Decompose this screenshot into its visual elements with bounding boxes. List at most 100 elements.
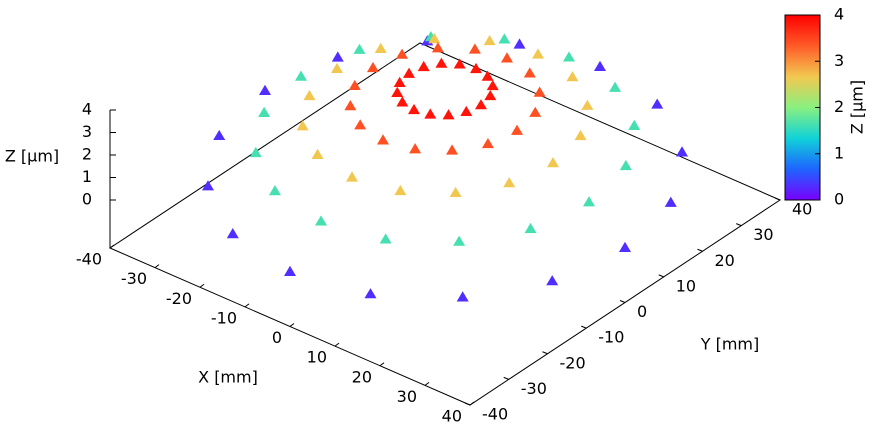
point: [547, 157, 559, 168]
point: [348, 79, 361, 91]
point: [258, 106, 271, 117]
y-tick: [619, 300, 626, 303]
point: [533, 86, 546, 97]
x-tick-label: 30: [397, 387, 417, 406]
point: [513, 38, 526, 49]
y-tick: [774, 197, 781, 201]
point: [498, 33, 511, 44]
colorbar-tick-label: 2: [834, 97, 844, 116]
point: [403, 67, 415, 78]
point: [453, 235, 466, 246]
y-tick-label: -10: [598, 328, 624, 347]
z-tick-label: 3: [82, 122, 92, 141]
point: [424, 108, 437, 119]
x-tick-label: -40: [76, 250, 102, 269]
point: [484, 89, 497, 101]
x-tick-label: 10: [307, 348, 327, 367]
y-tick: [658, 274, 664, 278]
point: [456, 291, 469, 302]
point: [201, 180, 214, 191]
y-tick-label: -40: [482, 405, 508, 424]
point: [574, 129, 587, 141]
y-axis-title: Y [mm]: [700, 335, 760, 354]
point: [503, 177, 516, 188]
point: [609, 81, 622, 92]
x-tick-label: -20: [166, 289, 192, 308]
point: [408, 103, 420, 115]
point: [226, 228, 239, 239]
point: [364, 288, 377, 299]
x-tick-label: 40: [442, 407, 462, 426]
base-frame: [108, 42, 782, 406]
point: [501, 52, 513, 63]
colorbar-tick-label: 0: [834, 190, 844, 209]
x-tick: [244, 303, 250, 308]
point: [511, 124, 523, 135]
y-tick-label: -30: [521, 379, 547, 398]
point: [481, 137, 494, 149]
y-tick-label: -20: [560, 353, 586, 372]
x-tick: [199, 283, 205, 288]
point: [468, 43, 481, 54]
point: [435, 57, 448, 68]
y-tick: [736, 223, 742, 227]
x-tick: [289, 323, 295, 327]
point: [353, 43, 366, 54]
y-tick-label: 20: [715, 251, 735, 270]
point: [391, 86, 404, 97]
point: [396, 48, 409, 59]
point: [296, 120, 309, 131]
point: [431, 42, 444, 53]
y-tick: [464, 402, 471, 406]
x-tick-label: -10: [211, 308, 237, 327]
point: [529, 106, 542, 117]
point: [428, 33, 441, 44]
point: [449, 186, 462, 198]
point: [470, 62, 482, 74]
colorbar-tick-label: 3: [834, 51, 844, 70]
point: [259, 84, 271, 95]
point: [284, 265, 296, 276]
x-tick: [379, 362, 385, 367]
point: [563, 51, 575, 62]
point: [346, 171, 358, 182]
x-axis-title: X [mm]: [198, 368, 258, 387]
z-tick-label: 4: [82, 100, 92, 119]
z-tick-label: 2: [82, 145, 92, 164]
x-tick: [469, 401, 475, 406]
point: [331, 51, 344, 62]
y-tick: [581, 325, 587, 329]
point: [377, 134, 389, 145]
point: [446, 144, 459, 155]
y-tick-label: 0: [637, 302, 647, 321]
point: [396, 96, 409, 107]
point: [566, 71, 579, 82]
y-tick: [542, 351, 548, 355]
point: [394, 184, 407, 196]
point: [379, 233, 392, 244]
point: [374, 42, 387, 53]
point: [546, 275, 559, 286]
point: [676, 146, 689, 157]
x-tick: [154, 264, 160, 269]
point: [268, 185, 281, 196]
point: [583, 196, 595, 207]
x-tick-label: 20: [352, 367, 372, 386]
point: [619, 159, 632, 171]
point: [331, 62, 343, 74]
colorbar-title: Z [μm]: [848, 80, 867, 134]
y-tick-label: 10: [676, 276, 696, 295]
point: [481, 70, 494, 81]
colorbar-tick-label: 1: [834, 143, 844, 162]
point: [354, 119, 367, 130]
x-tick: [334, 342, 340, 347]
y-tick: [503, 376, 509, 380]
x-tick: [424, 381, 430, 386]
z-tick-label: 1: [82, 167, 92, 186]
point: [532, 48, 544, 59]
point: [483, 34, 496, 46]
point: [295, 70, 307, 81]
point: [249, 146, 262, 158]
